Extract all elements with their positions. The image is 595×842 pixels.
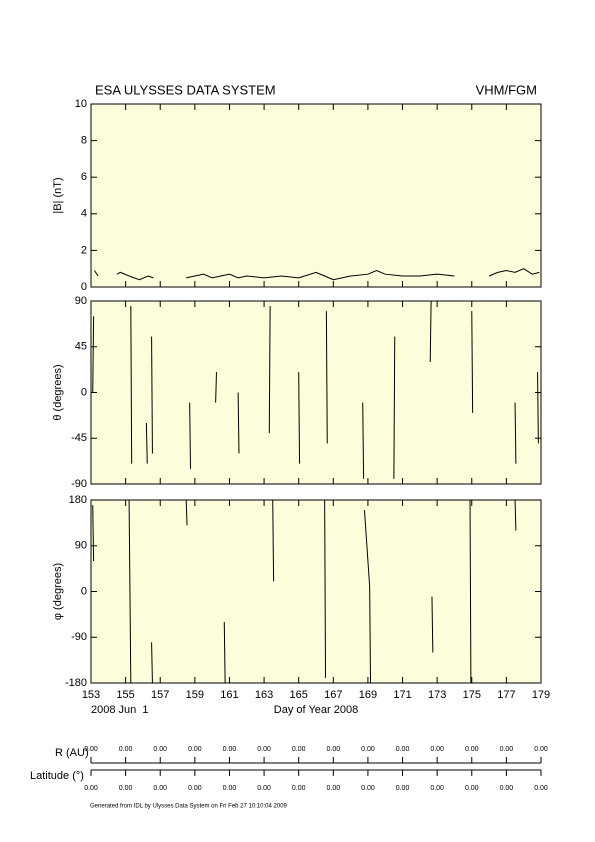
ephemeris-value: 0.00	[292, 746, 306, 753]
ephemeris-value: 0.00	[500, 746, 514, 753]
ephemeris-value: 0.00	[396, 746, 410, 753]
ephemeris-value: 0.00	[361, 746, 375, 753]
instrument-label: VHM/FGM	[476, 82, 537, 97]
ephemeris-value: 0.00	[223, 785, 237, 792]
plot-background	[90, 300, 542, 485]
ephemeris-label: Latitude (°)	[30, 770, 84, 782]
y-tick-label: 4	[81, 208, 87, 220]
x-tick-label: 161	[220, 689, 238, 701]
x-tick-label: 157	[151, 689, 169, 701]
y-tick-label: 8	[81, 135, 87, 147]
x-tick-label: 155	[116, 689, 134, 701]
ephemeris-value: 0.00	[534, 746, 548, 753]
ephemeris-value: 0.00	[465, 746, 479, 753]
y-tick-label: -90	[71, 631, 87, 643]
y-tick-label: 2	[81, 244, 87, 256]
data-line	[92, 499, 517, 684]
ephemeris-value: 0.00	[326, 785, 340, 792]
data-line	[92, 300, 539, 479]
x-tick-label: 173	[428, 689, 446, 701]
ephemeris-value: 0.00	[396, 785, 410, 792]
ephemeris-value: 0.00	[430, 785, 444, 792]
x-tick-label: 177	[497, 689, 515, 701]
y-tick-label: 90	[75, 540, 87, 552]
y-tick-label: 45	[75, 341, 87, 353]
ephemeris-value: 0.00	[465, 785, 479, 792]
y-tick-label: 0	[81, 386, 87, 398]
ephemeris-value: 0.00	[257, 785, 271, 792]
y-tick-label: -45	[71, 432, 87, 444]
ephemeris-value: 0.00	[119, 746, 133, 753]
x-tick-label: 179	[532, 689, 550, 701]
y-tick-label: 6	[81, 171, 87, 183]
header-title: ESA ULYSSES DATA SYSTEM	[95, 82, 276, 97]
ephemeris-value: 0.00	[326, 746, 340, 753]
ephemeris-label: R (AU)	[55, 747, 89, 759]
data-line	[94, 268, 540, 281]
y-tick-label: 90	[75, 295, 87, 307]
x-axis-label: Day of Year 2008	[274, 704, 358, 716]
ephemeris-value: 0.00	[292, 785, 306, 792]
ephemeris-value: 0.00	[84, 785, 98, 792]
ephemeris-value: 0.00	[188, 746, 202, 753]
ephemeris-value: 0.00	[223, 746, 237, 753]
ephemeris-value: 0.00	[153, 746, 167, 753]
ephemeris-value: 0.00	[257, 746, 271, 753]
plot-background	[90, 103, 542, 288]
y-tick-label: 0	[81, 585, 87, 597]
ephemeris-value: 0.00	[500, 785, 514, 792]
y-axis-label: φ (degrees)	[52, 563, 64, 620]
y-tick-label: -180	[65, 677, 87, 689]
plot-background	[90, 499, 542, 684]
ephemeris-value: 0.00	[153, 785, 167, 792]
y-tick-label: 10	[75, 98, 87, 110]
ephemeris-value: 0.00	[534, 785, 548, 792]
date-annotation: 2008 Jun 1	[91, 704, 149, 716]
ephemeris-value: 0.00	[188, 785, 202, 792]
x-tick-label: 163	[255, 689, 273, 701]
y-tick-label: -90	[71, 478, 87, 490]
ephemeris-value: 0.00	[430, 746, 444, 753]
footer: Generated from IDL by Ulysses Data Syste…	[90, 804, 288, 810]
x-tick-label: 171	[393, 689, 411, 701]
x-tick-label: 175	[463, 689, 481, 701]
x-tick-label: 165	[290, 689, 308, 701]
y-tick-label: 0	[81, 281, 87, 293]
x-tick-label: 159	[186, 689, 204, 701]
ephemeris-value: 0.00	[84, 746, 98, 753]
y-tick-label: 180	[69, 494, 87, 506]
ephemeris-value: 0.00	[361, 785, 375, 792]
y-axis-label: θ (degrees)	[52, 364, 64, 420]
ephemeris-value: 0.00	[119, 785, 133, 792]
y-axis-label: |B| (nT)	[52, 177, 64, 213]
x-tick-label: 153	[82, 689, 100, 701]
x-tick-label: 167	[324, 689, 342, 701]
x-tick-label: 169	[359, 689, 377, 701]
